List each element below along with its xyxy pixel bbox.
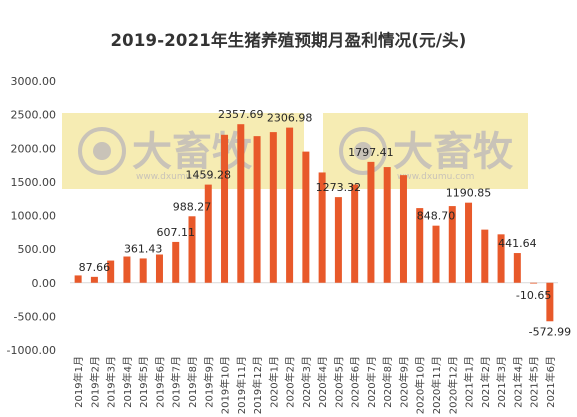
bar xyxy=(318,172,326,283)
data-label: -572.99 xyxy=(529,325,571,338)
data-label: 1459.28 xyxy=(186,169,232,182)
y-tick-label: 2500.00 xyxy=(11,109,57,122)
bar xyxy=(139,258,147,283)
bar xyxy=(172,241,180,283)
watermark-text: 大畜牧 xyxy=(393,129,514,175)
x-tick-label: 2020年4月 xyxy=(316,356,329,408)
x-tick-label: 2020年6月 xyxy=(349,356,362,408)
bar xyxy=(253,136,261,283)
bar xyxy=(237,124,245,283)
x-tick-label: 2020年5月 xyxy=(332,356,345,408)
bar xyxy=(188,216,196,283)
y-tick-label: 2000.00 xyxy=(11,142,57,155)
data-label: -10.65 xyxy=(516,289,551,302)
x-tick-label: 2020年8月 xyxy=(381,356,394,408)
bar xyxy=(302,151,310,283)
bar xyxy=(351,184,359,283)
x-tick-label: 2019年8月 xyxy=(186,356,199,408)
x-tick-label: 2019年6月 xyxy=(153,356,166,408)
x-tick-label: 2020年7月 xyxy=(365,356,378,408)
x-tick-label: 2019年1月 xyxy=(72,356,85,408)
bar xyxy=(74,275,82,283)
bar xyxy=(367,161,375,283)
data-label: 2357.69 xyxy=(218,108,264,121)
chart-title: 2019-2021年生猪养殖预期月盈利情况(元/头) xyxy=(110,31,467,50)
y-tick-label: 1500.00 xyxy=(11,176,57,189)
y-tick-label: 500.00 xyxy=(18,243,57,256)
y-tick-label: -1000.00 xyxy=(7,344,56,357)
bar xyxy=(204,184,212,283)
watermark-site: www.dxumu.com xyxy=(136,172,213,182)
x-tick-label: 2019年3月 xyxy=(105,356,118,408)
y-tick-label: 3000.00 xyxy=(11,75,57,88)
y-tick-label: -500.00 xyxy=(14,310,56,323)
bar xyxy=(334,197,342,283)
data-label: 2306.98 xyxy=(267,112,313,125)
bar xyxy=(448,206,456,283)
watermark-logo-icon xyxy=(339,127,387,175)
data-label: 87.66 xyxy=(79,261,111,274)
watermark-logo-icon xyxy=(78,127,126,175)
data-label: 361.43 xyxy=(124,242,163,255)
bar xyxy=(221,134,229,283)
x-tick-label: 2021年3月 xyxy=(495,356,508,408)
x-tick-label: 2019年10月 xyxy=(219,356,232,414)
x-tick-label: 2019年4月 xyxy=(121,356,134,408)
watermark-text: 大畜牧 xyxy=(132,129,253,175)
data-label: 441.64 xyxy=(498,237,537,250)
x-tick-label: 2021年6月 xyxy=(544,356,557,408)
x-tick-label: 2019年11月 xyxy=(235,356,248,414)
bar xyxy=(481,229,489,283)
bar xyxy=(383,167,391,283)
bar xyxy=(107,260,115,283)
data-label: 607.11 xyxy=(156,226,195,239)
x-tick-label: 2020年1月 xyxy=(267,356,280,408)
data-label: 1273.32 xyxy=(316,181,362,194)
bar xyxy=(497,234,505,283)
bar xyxy=(530,282,538,284)
y-tick-label: 0.00 xyxy=(32,277,57,290)
x-tick-label: 2019年2月 xyxy=(88,356,101,408)
bar xyxy=(465,202,473,283)
x-tick-label: 2020年12月 xyxy=(446,356,459,414)
bar xyxy=(416,208,424,283)
x-tick-label: 2020年11月 xyxy=(430,356,443,414)
bar xyxy=(432,225,440,283)
x-tick-label: 2019年7月 xyxy=(170,356,183,408)
x-tick-label: 2020年3月 xyxy=(300,356,313,408)
watermark-site: www.dxumu.com xyxy=(397,172,474,182)
y-tick-label: 1000.00 xyxy=(11,210,57,223)
data-label: 848.70 xyxy=(417,210,456,223)
x-tick-label: 2019年5月 xyxy=(137,356,150,408)
watermark-logo-dot xyxy=(93,142,111,160)
bar xyxy=(269,132,277,283)
x-tick-label: 2019年12月 xyxy=(251,356,264,414)
x-tick-label: 2021年5月 xyxy=(528,356,541,408)
bar xyxy=(399,175,407,283)
bar xyxy=(123,256,131,283)
x-tick-label: 2020年2月 xyxy=(284,356,297,408)
x-tick-label: 2020年10月 xyxy=(414,356,427,414)
bar xyxy=(513,253,521,283)
x-tick-label: 2020年9月 xyxy=(397,356,410,408)
bar xyxy=(155,254,163,283)
data-label: 988.27 xyxy=(173,200,212,213)
watermark-logo-dot xyxy=(354,142,372,160)
x-tick-label: 2019年9月 xyxy=(202,356,215,408)
data-label: 1797.41 xyxy=(348,146,394,159)
x-tick-label: 2021年2月 xyxy=(479,356,492,408)
bar xyxy=(286,127,294,283)
bar xyxy=(546,282,554,322)
x-tick-label: 2021年1月 xyxy=(463,356,476,408)
bar xyxy=(90,276,98,283)
x-tick-label: 2021年4月 xyxy=(511,356,524,408)
data-label: 1190.85 xyxy=(446,187,492,200)
